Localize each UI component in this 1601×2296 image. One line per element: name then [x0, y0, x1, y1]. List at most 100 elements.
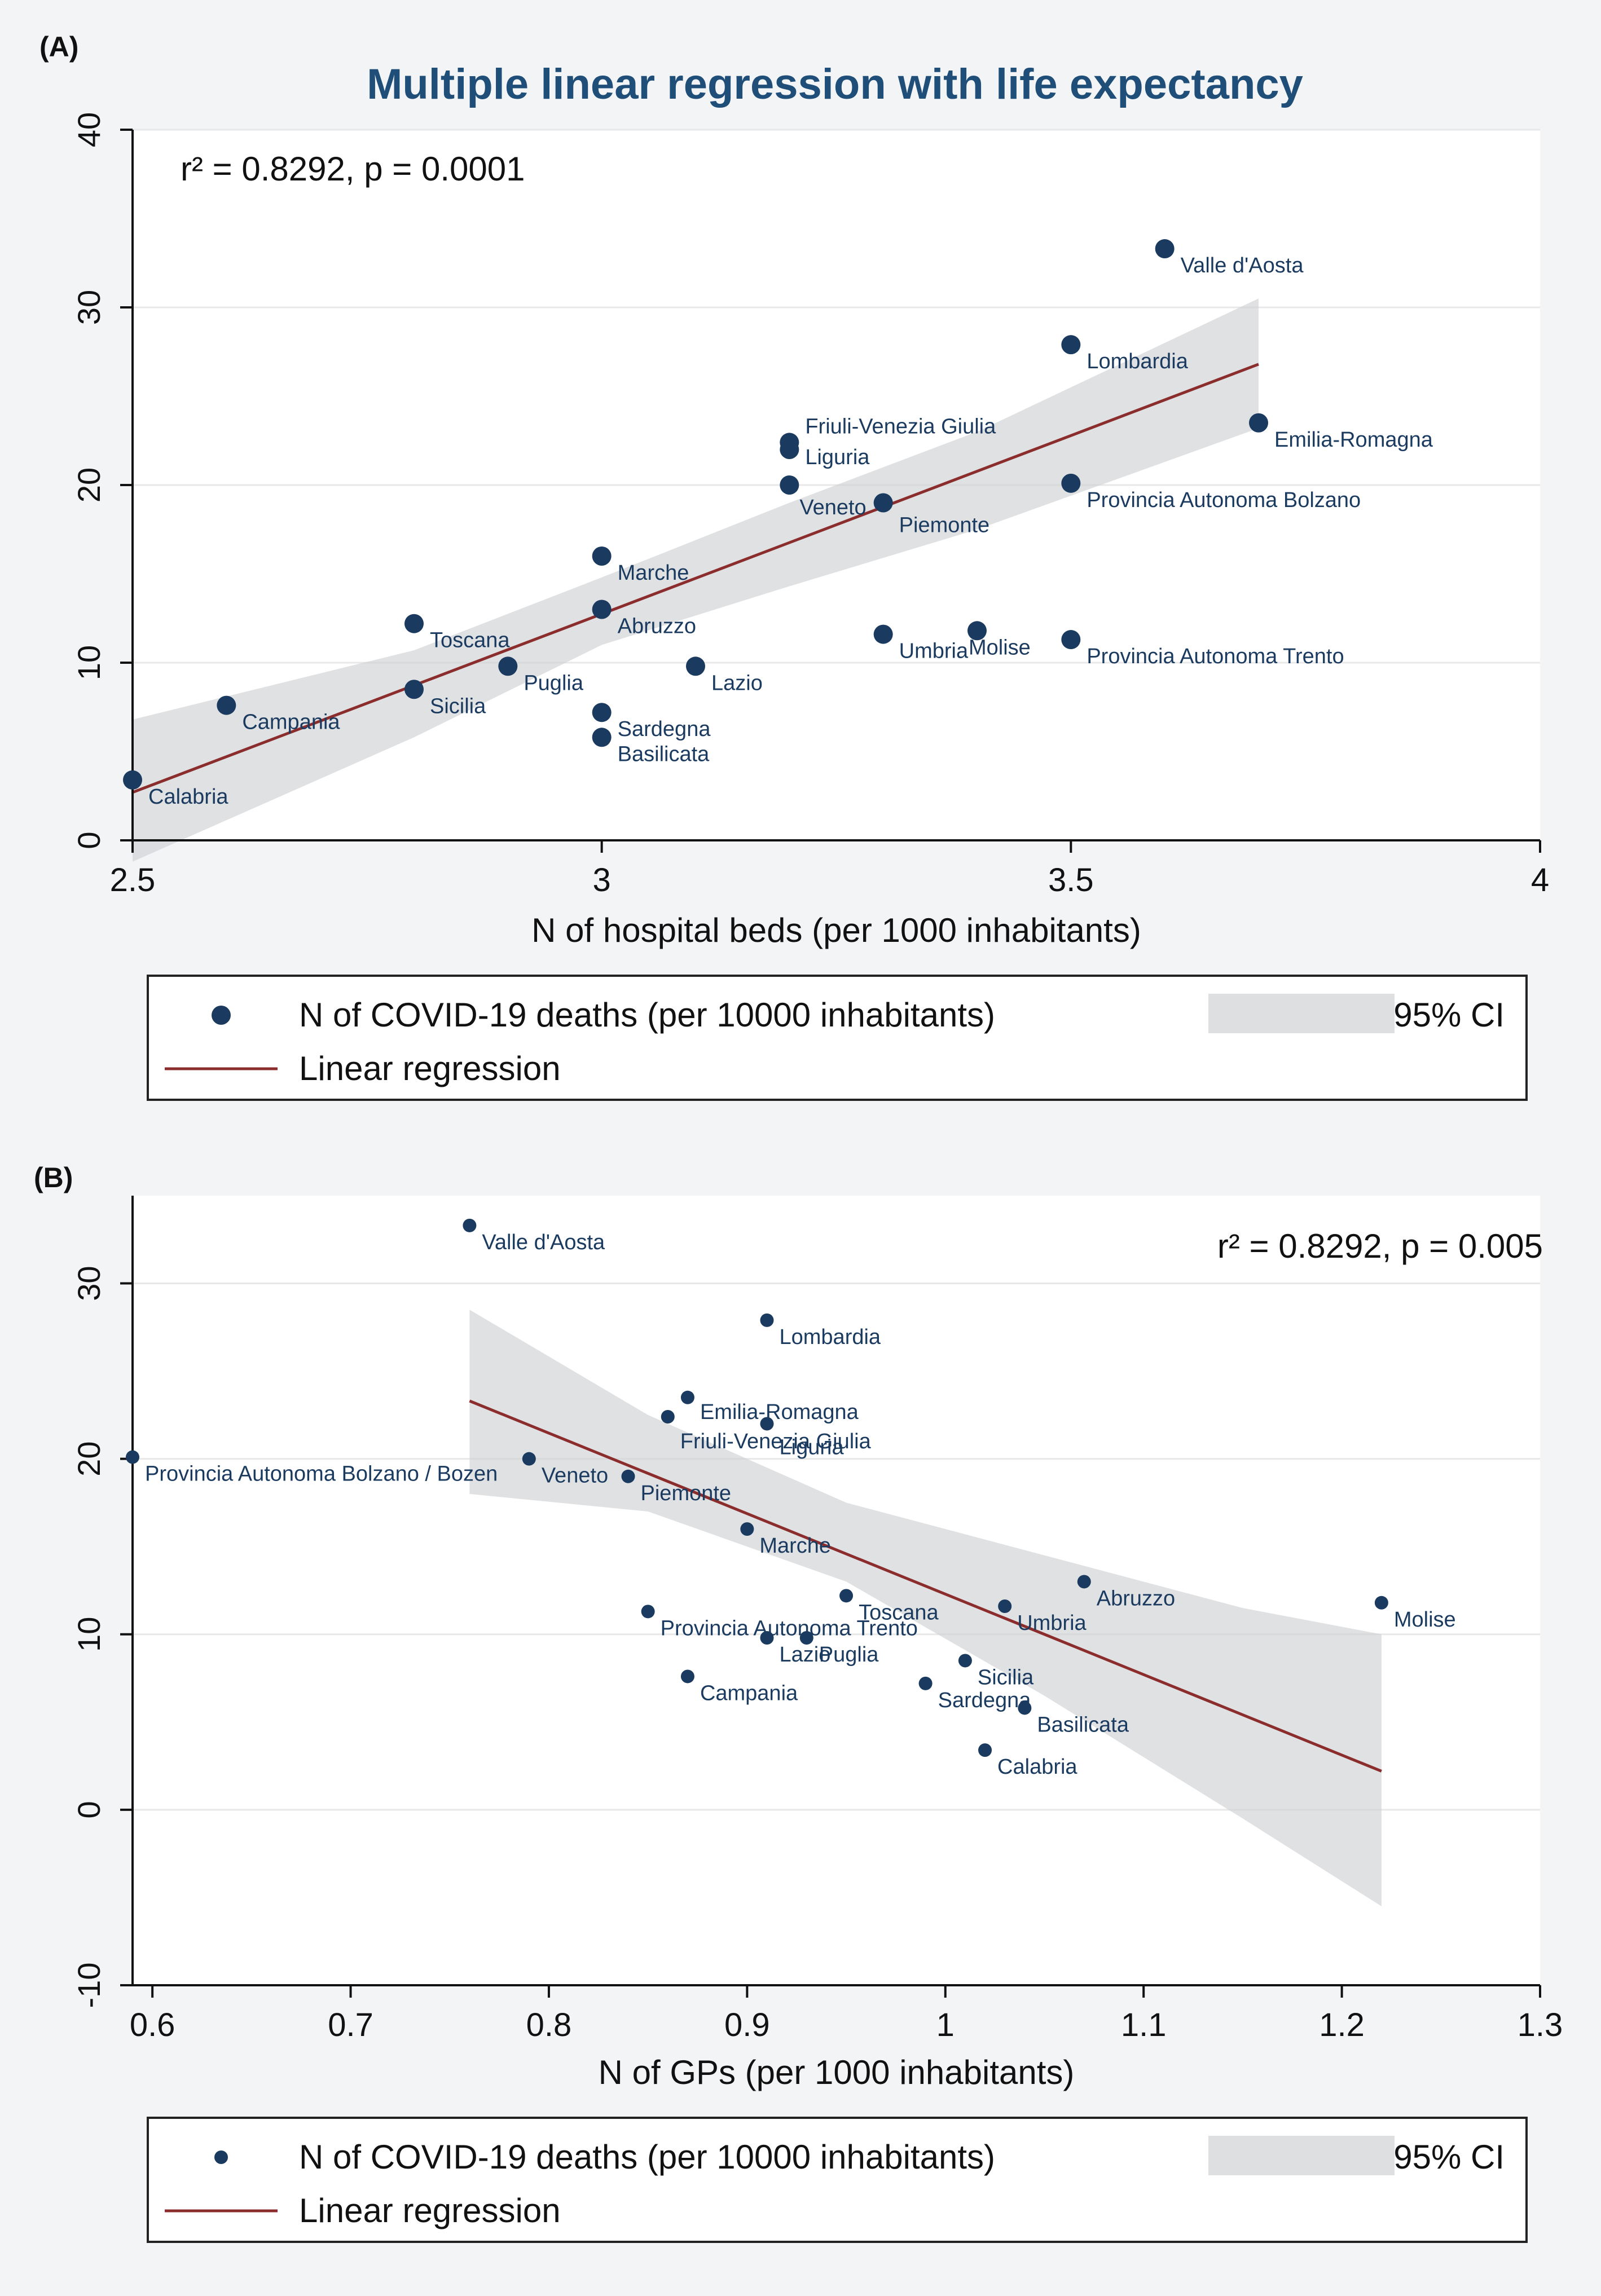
point-label: Lazio	[780, 1643, 831, 1667]
y-tick-label: 40	[71, 112, 107, 147]
point-label: Calabria	[148, 785, 228, 809]
chart-title: Multiple linear regression with life exp…	[367, 60, 1303, 108]
data-point	[498, 656, 518, 676]
point-label: Valle d'Aosta	[482, 1231, 605, 1254]
data-point	[740, 1522, 754, 1536]
point-label: Provincia Autonoma Trento	[661, 1616, 918, 1640]
y-tick-label: 20	[71, 468, 107, 503]
point-label: Campania	[700, 1681, 798, 1705]
point-label: Valle d'Aosta	[1181, 254, 1304, 277]
data-point	[592, 703, 612, 722]
point-label: Piemonte	[641, 1482, 732, 1505]
data-point	[661, 1410, 675, 1424]
data-point	[1061, 630, 1081, 650]
data-point	[123, 770, 142, 790]
data-point	[126, 1450, 139, 1464]
legend-ci-swatch	[1208, 2136, 1395, 2175]
point-label: Friuli-Venezia Giulia	[680, 1430, 872, 1453]
x-tick-label: 0.9	[724, 2007, 770, 2043]
y-tick-label: 0	[71, 831, 107, 849]
y-tick-label: 10	[71, 645, 107, 680]
data-point	[998, 1599, 1012, 1613]
data-point	[760, 1417, 774, 1431]
data-point	[967, 621, 987, 641]
point-label: Provincia Autonoma Trento	[1087, 645, 1344, 668]
x-tick-label: 4	[1531, 862, 1549, 898]
point-label: Calabria	[997, 1755, 1077, 1779]
y-tick-label: 0	[71, 1801, 107, 1818]
point-label: Emilia-Romagna	[700, 1400, 859, 1424]
y-tick-label: 20	[71, 1442, 107, 1477]
point-label: Lazio	[711, 671, 763, 695]
data-point	[839, 1589, 854, 1603]
x-tick-label: 1	[936, 2007, 955, 2043]
data-point	[522, 1452, 536, 1466]
data-point	[641, 1605, 655, 1619]
data-point	[873, 493, 893, 513]
x-axis-title: N of GPs (per 1000 inhabitants)	[599, 2053, 1075, 2091]
legend: N of COVID-19 deaths (per 10000 inhabita…	[147, 975, 1528, 1101]
point-label: Molise	[969, 636, 1031, 659]
data-point	[404, 614, 424, 633]
data-point	[1077, 1575, 1091, 1589]
data-point	[760, 1313, 774, 1327]
point-label: Liguria	[780, 1435, 845, 1459]
data-point	[918, 1676, 933, 1690]
legend-points-label: N of COVID-19 deaths (per 10000 inhabita…	[299, 996, 995, 1034]
legend-point-marker	[212, 1006, 231, 1025]
point-label: Sardegna	[938, 1689, 1032, 1712]
r-squared-annotation: r² = 0.8292, p = 0.005	[1217, 1227, 1543, 1265]
data-point	[592, 600, 612, 619]
point-label: Umbria	[899, 640, 969, 663]
y-tick-label: 30	[71, 290, 107, 325]
y-tick-label: 10	[71, 1617, 107, 1652]
point-label: Friuli-Venezia Giulia	[805, 415, 996, 438]
legend-points-label: N of COVID-19 deaths (per 10000 inhabita…	[299, 2138, 995, 2176]
point-label: Veneto	[799, 496, 866, 519]
point-label: Abruzzo	[1097, 1587, 1175, 1610]
data-point	[978, 1743, 992, 1757]
data-point	[1374, 1596, 1388, 1610]
point-label: Emilia-Romagna	[1274, 428, 1433, 452]
r-squared-annotation: r² = 0.8292, p = 0.0001	[181, 150, 525, 188]
point-label: Toscana	[430, 629, 510, 653]
point-label: Liguria	[805, 446, 870, 469]
data-point	[780, 440, 799, 459]
data-point	[621, 1469, 635, 1483]
data-point	[799, 1631, 813, 1645]
y-tick-label: -10	[71, 1963, 107, 2008]
point-label: Marche	[618, 561, 689, 585]
data-point	[958, 1654, 972, 1668]
x-tick-label: 3.5	[1048, 862, 1094, 898]
legend-line-label: Linear regression	[299, 1050, 561, 1087]
point-label: Molise	[1394, 1608, 1456, 1632]
point-label: Umbria	[1017, 1611, 1087, 1635]
chart-panel-a: (A) 0 10 20 30 40 2.5 3 3.5 4 N of hospital beds (…	[39, 31, 1549, 1101]
data-point	[1155, 239, 1175, 259]
x-tick-label: 0.7	[328, 2007, 373, 2043]
point-label: Provincia Autonoma Bolzano	[1087, 488, 1361, 512]
point-label: Basilicata	[618, 742, 710, 766]
regression-line	[132, 363, 1259, 794]
y-tick-label: 30	[71, 1266, 107, 1301]
point-label: Sicilia	[978, 1665, 1034, 1689]
data-point	[217, 695, 236, 715]
legend-ci-label: 95% CI	[1393, 996, 1505, 1034]
data-point	[1249, 413, 1268, 433]
x-axis-title: N of hospital beds (per 1000 inhabitants…	[531, 911, 1141, 949]
point-label: Toscana	[859, 1601, 939, 1624]
point-label: Sicilia	[430, 694, 486, 718]
point-label: Piemonte	[899, 514, 990, 537]
x-tick-label: 2.5	[110, 862, 156, 898]
data-point	[680, 1669, 694, 1684]
data-point	[1061, 473, 1081, 493]
point-label: Puglia	[819, 1643, 879, 1667]
data-point	[680, 1390, 694, 1404]
panel-label: (A)	[39, 31, 78, 63]
data-point	[592, 547, 612, 566]
legend-ci-label: 95% CI	[1393, 2138, 1505, 2176]
point-label: Lombardia	[1087, 350, 1188, 373]
x-tick-label: 1.3	[1518, 2007, 1563, 2043]
